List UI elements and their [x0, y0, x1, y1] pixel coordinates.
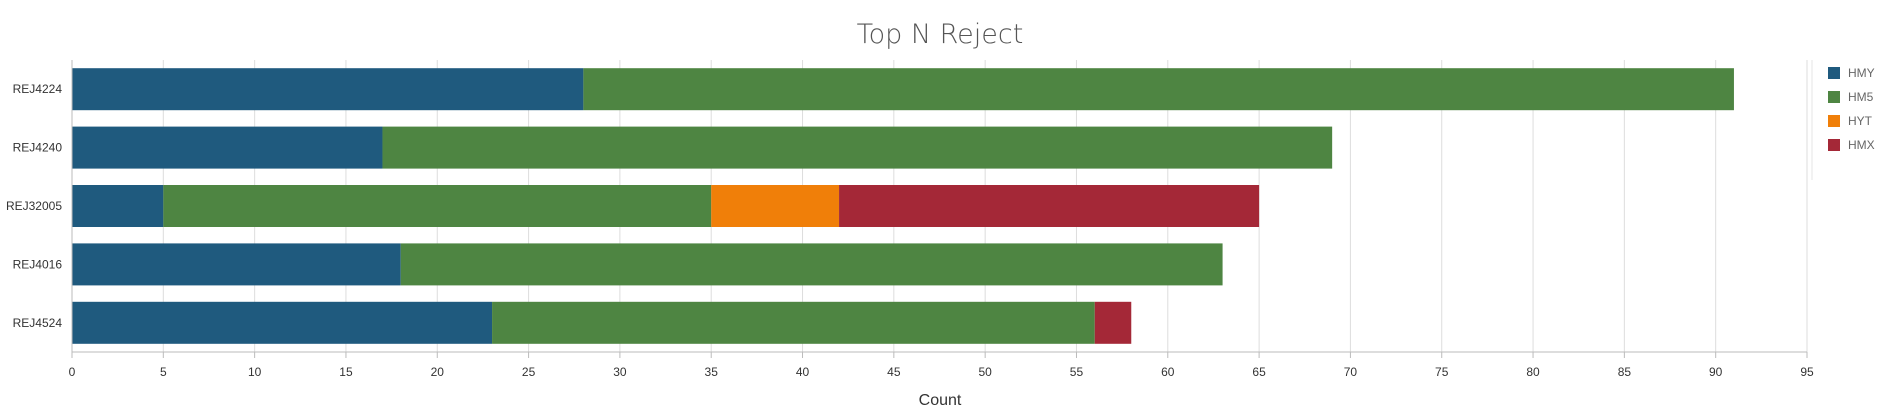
- bar-segment-hmy[interactable]: [72, 68, 584, 111]
- x-tick-label: 10: [248, 365, 262, 379]
- x-tick-label: 95: [1800, 365, 1814, 379]
- category-label: REJ32005: [6, 199, 62, 213]
- x-tick-label: 25: [522, 365, 536, 379]
- bar-segment-hm5[interactable]: [492, 301, 1095, 344]
- legend[interactable]: HMY HM5 HYT HMX: [1811, 60, 1875, 180]
- bar-segment-hm5[interactable]: [583, 68, 1734, 111]
- legend-swatch: [1828, 115, 1840, 127]
- category-label: REJ4224: [13, 82, 63, 96]
- x-tick-label: 65: [1252, 365, 1266, 379]
- legend-label: HYT: [1848, 114, 1873, 128]
- legend-label: HMY: [1848, 66, 1875, 80]
- x-tick-label: 0: [69, 365, 76, 379]
- category-label: REJ4524: [13, 316, 63, 330]
- bar-segment-hmy[interactable]: [72, 243, 401, 286]
- legend-swatch: [1828, 91, 1840, 103]
- x-tick-label: 85: [1618, 365, 1632, 379]
- legend-item-hm5[interactable]: HM5: [1828, 90, 1874, 104]
- x-tick-label: 75: [1435, 365, 1449, 379]
- legend-label: HM5: [1848, 90, 1874, 104]
- x-tick-label: 40: [796, 365, 810, 379]
- legend-swatch: [1828, 139, 1840, 151]
- x-axis: 0 5 10 15 20 25 30 35 40 45 50 55 60 65 70 75 80 85 90 95: [69, 60, 1814, 379]
- bar-segment-hmx[interactable]: [1094, 301, 1132, 344]
- category-labels: REJ4224 REJ4240 REJ32005 REJ4016 REJ4524: [6, 82, 62, 330]
- x-tick-label: 50: [978, 365, 992, 379]
- x-axis-title: Count: [919, 392, 962, 409]
- x-tick-label: 5: [160, 365, 167, 379]
- x-tick-label: 30: [613, 365, 627, 379]
- x-tick-label: 90: [1709, 365, 1723, 379]
- bars: [72, 68, 1734, 344]
- x-tick-label: 20: [431, 365, 445, 379]
- x-tick-label: 35: [705, 365, 719, 379]
- x-tick-label: 45: [887, 365, 901, 379]
- bar-segment-hmy[interactable]: [72, 126, 383, 169]
- bar-segment-hyt[interactable]: [711, 185, 840, 227]
- x-tick-label: 80: [1526, 365, 1540, 379]
- bar-segment-hm5[interactable]: [163, 185, 712, 227]
- legend-label: HMX: [1848, 138, 1875, 152]
- legend-swatch: [1828, 67, 1840, 79]
- bar-segment-hmy[interactable]: [72, 301, 493, 344]
- legend-item-hyt[interactable]: HYT: [1828, 114, 1873, 128]
- category-label: REJ4240: [13, 141, 63, 155]
- bar-segment-hmy[interactable]: [72, 185, 164, 227]
- legend-item-hmy[interactable]: HMY: [1828, 66, 1875, 80]
- category-label: REJ4016: [13, 257, 63, 271]
- chart-title: Top N Reject: [857, 19, 1024, 50]
- bar-segment-hm5[interactable]: [382, 126, 1333, 169]
- bar-segment-hmx[interactable]: [839, 185, 1260, 227]
- bar-segment-hm5[interactable]: [400, 243, 1223, 286]
- x-tick-label: 70: [1344, 365, 1358, 379]
- x-tick-label: 55: [1070, 365, 1084, 379]
- legend-item-hmx[interactable]: HMX: [1828, 138, 1875, 152]
- x-tick-label: 15: [339, 365, 353, 379]
- x-tick-label: 60: [1161, 365, 1175, 379]
